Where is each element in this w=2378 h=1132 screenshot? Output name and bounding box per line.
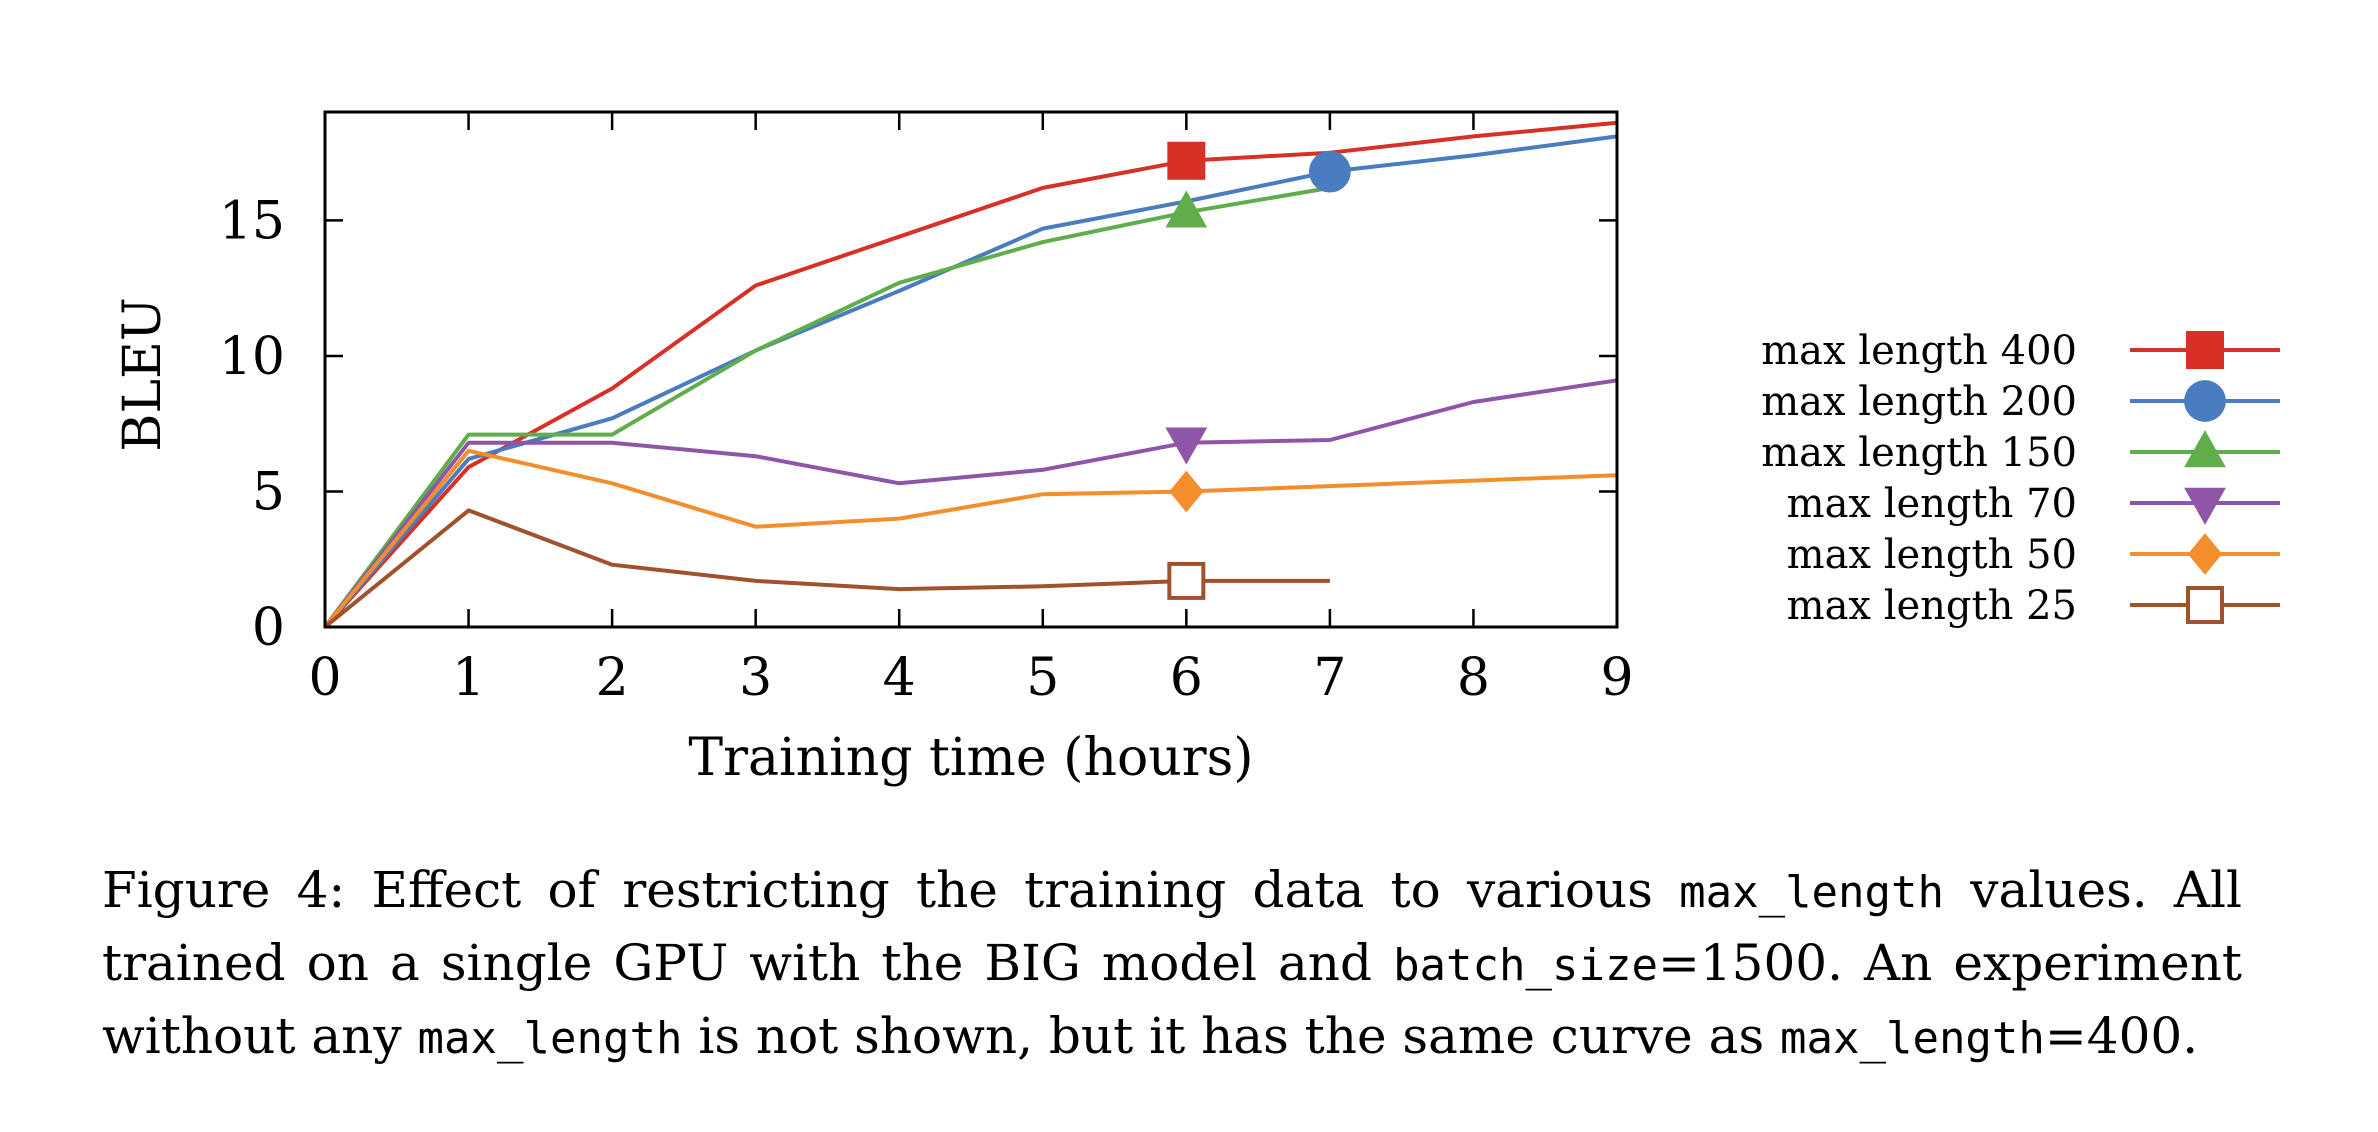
- y-tick-label: 10: [219, 327, 285, 387]
- plot-frame: [323, 110, 1619, 629]
- y-tick-label: 5: [252, 462, 285, 522]
- series-marker-5: [1169, 470, 1204, 513]
- series-line-6: [325, 508, 1330, 627]
- caption-code: max_length: [1780, 1013, 2045, 1064]
- caption-text: =1500. An experiment: [1657, 934, 2242, 992]
- legend-label: max length 400: [1761, 328, 2077, 374]
- x-tick-label: 2: [596, 648, 629, 708]
- caption-line-3: without any max_length is not shown, but…: [102, 1001, 2242, 1074]
- legend-entry-3: max length 150: [1761, 430, 2280, 476]
- caption-text: is not shown, but it has the same curve …: [682, 1007, 1780, 1065]
- x-tick-label: 7: [1313, 648, 1346, 708]
- caption-code: batch_size: [1393, 940, 1658, 991]
- caption-code: max_length: [1679, 867, 1945, 918]
- legend-entry-1: max length 400: [1761, 328, 2280, 374]
- series-line-4: [325, 378, 1617, 627]
- series-marker-6: [1167, 561, 1206, 600]
- series-marker-2: [1308, 150, 1351, 193]
- y-tick-label: 15: [219, 191, 285, 251]
- caption-line-1: Figure 4: Effect of restricting the trai…: [102, 855, 2242, 928]
- caption-text: Figure 4: Effect of restricting the trai…: [102, 861, 1680, 919]
- series-line-3: [325, 185, 1331, 627]
- legend-marker: [2186, 586, 2224, 624]
- legend-marker: [2186, 331, 2224, 369]
- series-line-1: [325, 120, 1617, 627]
- legend-entry-5: max length 50: [1787, 532, 2280, 578]
- legend: max length 400 max length 200 max length 1…: [1761, 328, 2280, 629]
- legend-marker: [2184, 380, 2226, 422]
- x-axis-label: Training time (hours): [688, 728, 1253, 788]
- legend-label: max length 200: [1761, 379, 2077, 425]
- figure-caption: Figure 4: Effect of restricting the trai…: [102, 855, 2242, 1074]
- x-tick-label: 3: [739, 648, 772, 708]
- legend-entry-6: max length 25: [1787, 583, 2280, 629]
- legend-marker: [2187, 533, 2223, 575]
- y-tick-label: 0: [252, 598, 285, 658]
- x-tick-label: 5: [1026, 648, 1059, 708]
- series-line-5: [325, 448, 1617, 627]
- bleu-line-chart: 0 1 2 3 4 5 6 7 8 9 0 5 10 15 Training time (hours) BLE…: [113, 110, 2280, 788]
- legend-entry-2: max length 200: [1761, 379, 2280, 425]
- legend-label: max length 25: [1787, 583, 2077, 629]
- caption-text: without any: [102, 1007, 418, 1065]
- marker-layer: [1165, 141, 1351, 600]
- x-tick-label: 0: [308, 648, 341, 708]
- caption-text: values. All: [1944, 861, 2242, 919]
- series-marker-4: [1165, 427, 1208, 465]
- y-axis-label: BLEU: [113, 297, 173, 452]
- legend-marker: [2184, 430, 2226, 468]
- x-tick-label: 1: [452, 648, 485, 708]
- caption-line-2: trained on a single GPU with the BIG mod…: [102, 928, 2242, 1001]
- series-marker-3: [1165, 190, 1208, 228]
- x-tick-label: 6: [1170, 648, 1203, 708]
- x-tick-label: 8: [1457, 648, 1490, 708]
- legend-label: max length 150: [1761, 430, 2077, 476]
- legend-marker: [2184, 487, 2226, 525]
- caption-text: =400.: [2044, 1007, 2199, 1065]
- x-tick-label: 4: [883, 648, 916, 708]
- legend-label: max length 70: [1787, 481, 2077, 527]
- caption-text: trained on a single GPU with the BIG mod…: [102, 934, 1394, 992]
- series-marker-1: [1167, 141, 1206, 180]
- plot-area: 0 1 2 3 4 5 6 7 8 9 0 5 10 15 Training time (hours) BLE…: [113, 110, 1634, 788]
- legend-entry-4: max length 70: [1787, 481, 2280, 527]
- series-line-2: [325, 134, 1617, 627]
- x-tick-label: 9: [1600, 648, 1633, 708]
- legend-label: max length 50: [1787, 532, 2077, 578]
- series-layer: [325, 120, 1617, 627]
- caption-code: max_length: [417, 1013, 683, 1064]
